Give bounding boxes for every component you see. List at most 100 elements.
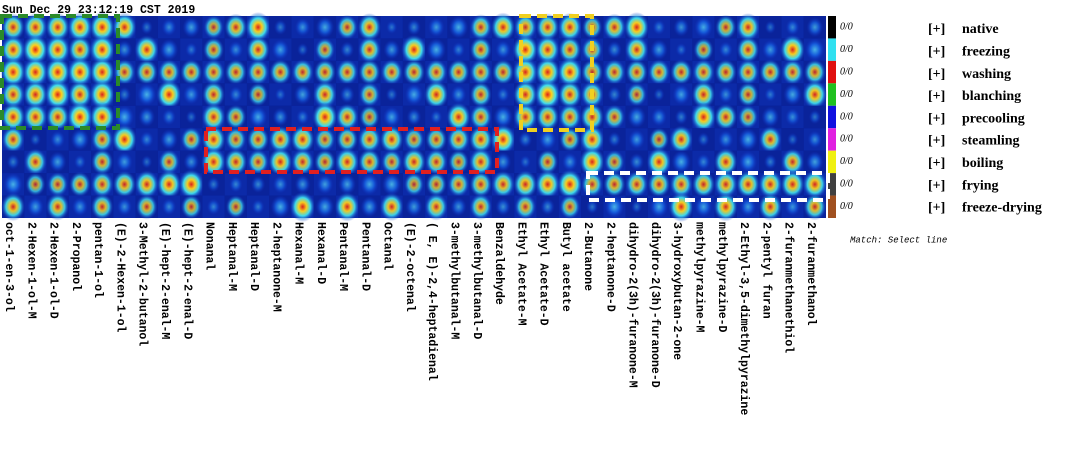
highlight-boxes — [0, 14, 830, 202]
heatmap-spot — [674, 109, 688, 125]
heatmap-spot — [45, 12, 71, 42]
heatmap-spot — [559, 194, 581, 220]
heatmap-spot — [156, 169, 182, 200]
heatmap-spot — [312, 101, 338, 133]
heatmap-spot — [67, 12, 93, 43]
heatmap-spot — [89, 34, 116, 65]
heatmap-spot — [426, 38, 446, 62]
heatmap-spot — [0, 35, 26, 65]
heatmap-spot — [469, 59, 492, 86]
row-color-bar — [828, 150, 836, 174]
row-color-bar — [828, 173, 836, 196]
heatmap-spot — [160, 129, 178, 150]
column-label: ( E, E)-2,4-heptadienal — [425, 222, 438, 381]
heatmap-spot — [714, 59, 737, 86]
heatmap-spot — [713, 147, 738, 177]
heatmap-spot — [161, 198, 177, 216]
heatmap-spot — [67, 56, 93, 88]
legend-name: blanching — [962, 89, 1021, 104]
heatmap-spot — [581, 59, 604, 86]
column-label: Octanal — [381, 222, 394, 270]
heatmap-spot — [246, 35, 271, 64]
heatmap-spot — [763, 154, 777, 170]
heatmap-spot — [669, 170, 693, 198]
heatmap-spot — [272, 175, 288, 194]
heatmap-spot — [647, 170, 671, 198]
heatmap-spot — [357, 36, 381, 64]
column-label: 2-pentyl furan — [759, 222, 772, 319]
heatmap-spot — [670, 59, 693, 86]
heatmap-spot — [469, 170, 493, 198]
heatmap-spot — [737, 104, 759, 130]
heatmap-spot — [691, 80, 716, 109]
heatmap-spot — [713, 192, 739, 222]
heatmap-spot — [406, 108, 422, 126]
heatmap-spot — [629, 153, 645, 171]
heatmap-spot — [1, 13, 25, 42]
legend-name: frying — [962, 178, 999, 193]
column-label: (E)-2-Hexen-1-ol — [113, 222, 126, 333]
heatmap-spot — [780, 169, 805, 199]
heatmap-spot — [141, 155, 153, 169]
heatmap-spot — [340, 41, 355, 58]
heatmap-spot — [294, 17, 311, 37]
legend-name: precooling — [962, 111, 1025, 126]
row-color-bar — [828, 83, 836, 106]
heatmap-spot — [736, 36, 760, 64]
heatmap-spot — [45, 102, 70, 132]
heatmap-spot — [513, 102, 538, 132]
heatmap-spot — [26, 196, 44, 217]
heatmap-spot — [358, 59, 381, 86]
heatmap-spot — [468, 147, 493, 176]
column-label: Butyl acetate — [559, 222, 572, 312]
heatmap-spot — [90, 170, 114, 198]
heatmap-spot — [625, 59, 648, 86]
heatmap-spot — [762, 39, 779, 60]
heatmap-spot — [1, 125, 25, 154]
heatmap-spot — [339, 85, 355, 104]
column-label: oct-1-en-3-ol — [2, 222, 15, 312]
heatmap-spot — [652, 19, 666, 36]
heatmap-spot — [518, 131, 533, 148]
heatmap-spot — [336, 14, 358, 40]
heatmap-spot — [535, 103, 560, 131]
column-label: Hexanal-D — [314, 222, 327, 284]
column-label: 2-heptanone-D — [603, 222, 616, 312]
row-ratio: 0/0 — [840, 134, 853, 145]
heatmap-spot — [182, 84, 200, 105]
heatmap-spot — [270, 195, 291, 219]
heatmap-spot — [291, 148, 315, 176]
heatmap-spot — [469, 81, 492, 108]
heatmap-spot — [44, 79, 71, 111]
heatmap-spot — [178, 169, 205, 200]
heatmap-spot — [294, 174, 311, 194]
heatmap-spot — [25, 172, 46, 197]
legend-name: freeze-drying — [962, 201, 1042, 216]
heatmap-spot — [271, 39, 290, 61]
heatmap-spot — [245, 12, 272, 43]
row-color-bar — [828, 128, 836, 151]
heatmap-spot — [403, 127, 425, 152]
heatmap-spot — [6, 154, 20, 170]
heatmap-spot — [675, 42, 687, 57]
row-color-bar — [828, 60, 836, 84]
heatmap-spot — [0, 56, 27, 88]
heatmap-spot — [140, 19, 153, 35]
heatmap-spot — [225, 104, 247, 130]
heatmap-spot — [764, 20, 776, 34]
heatmap-spot — [156, 79, 182, 110]
heatmap-spot — [468, 125, 493, 154]
red-box — [204, 127, 499, 174]
heatmap-spot — [67, 35, 92, 64]
heatmap-spot — [512, 79, 538, 110]
heatmap-spot — [448, 149, 469, 175]
heatmap-spot — [631, 200, 643, 214]
heatmap-spot — [206, 198, 221, 215]
heatmap-spot — [47, 171, 69, 197]
heatmap-spot — [448, 15, 469, 39]
heatmap-spot — [203, 15, 224, 40]
heatmap-spot — [290, 125, 315, 154]
heatmap-spot — [603, 171, 626, 198]
heatmap-spot — [803, 59, 826, 86]
heatmap-spot — [781, 148, 805, 176]
